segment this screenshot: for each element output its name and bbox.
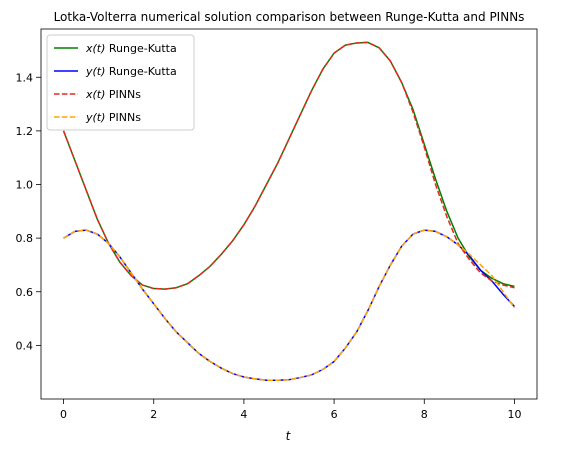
legend-label: x(t) Runge-Kutta <box>85 42 177 55</box>
y-tick-label: 1.4 <box>16 71 34 84</box>
legend-label: y(t) PINNs <box>85 111 141 124</box>
x-tick-label: 0 <box>60 408 67 421</box>
series-line-3 <box>63 229 516 381</box>
axes-frame <box>40 28 538 400</box>
legend-label: x(t) PINNs <box>85 88 141 101</box>
plot-area: 0 2 4 6 8 10 0.4 0.6 0.8 1.0 1.2 1.4 <box>16 28 538 421</box>
x-tick-label: 4 <box>240 408 247 421</box>
x-tick-label: 6 <box>331 408 338 421</box>
y-tick-label: 1.0 <box>16 179 34 192</box>
series-line-2 <box>62 41 515 290</box>
x-tick-label: 2 <box>150 408 157 421</box>
chart-title: Lotka-Volterra numerical solution compar… <box>54 10 525 24</box>
legend: x(t) Runge-Kutta y(t) Runge-Kutta x(t) PIN… <box>46 34 195 131</box>
y-tick-label: 1.2 <box>16 125 34 138</box>
y-tick-label: 0.8 <box>16 232 34 245</box>
x-tick-label: 10 <box>507 408 521 421</box>
x-axis-label: t <box>286 429 292 443</box>
series-line-1 <box>63 229 515 381</box>
y-tick-label: 0.6 <box>16 286 34 299</box>
legend-box <box>46 34 195 131</box>
y-tick-label: 0.4 <box>16 339 34 352</box>
x-tick-label: 8 <box>421 408 428 421</box>
legend-label: y(t) Runge-Kutta <box>85 65 177 78</box>
